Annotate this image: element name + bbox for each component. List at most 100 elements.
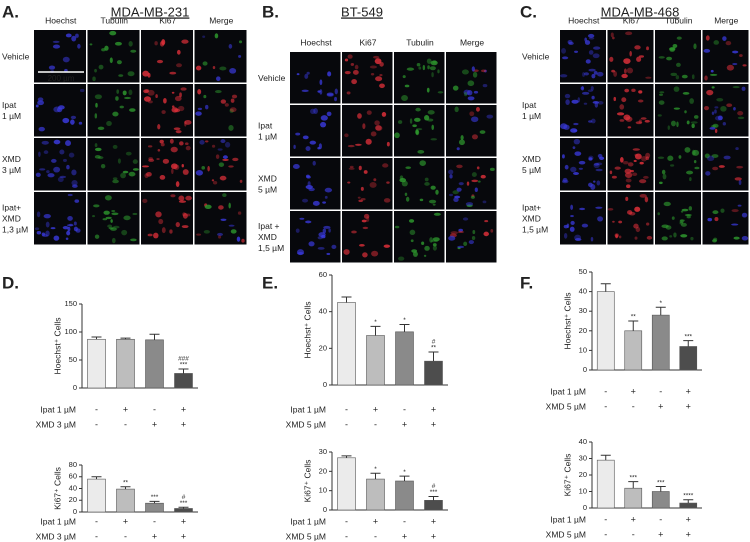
panel-title: BT-549: [341, 4, 383, 19]
cell: [437, 69, 440, 74]
cell: [148, 158, 155, 162]
error-bar: [178, 506, 189, 509]
cell: [483, 231, 489, 237]
cell: [195, 65, 202, 71]
cell: [450, 231, 458, 235]
error-bar: [655, 306, 666, 316]
significance: **: [431, 345, 437, 352]
cell: [739, 54, 743, 57]
cell: [292, 163, 300, 170]
cell: [646, 235, 653, 240]
cell: [644, 196, 649, 203]
cell: [379, 74, 383, 77]
cell: [681, 208, 689, 212]
cell: [102, 218, 108, 221]
cell: [334, 88, 338, 95]
cell: [52, 40, 60, 43]
cell: [202, 61, 208, 66]
cell: [111, 209, 116, 213]
cell: [452, 85, 459, 91]
cell: [35, 172, 41, 178]
condition-mark: +: [431, 419, 436, 429]
cell: [404, 84, 410, 88]
cell: [70, 119, 75, 125]
cell: [427, 118, 434, 122]
cell: [633, 159, 637, 162]
cell: [714, 128, 718, 134]
micrograph: [446, 158, 497, 210]
cell: [222, 155, 228, 159]
cell: [383, 244, 391, 248]
row-label: XMD: [2, 154, 21, 164]
cell: [731, 209, 739, 213]
cell: [301, 89, 309, 93]
cell: [632, 172, 638, 177]
cell: [414, 117, 421, 122]
cell: [37, 100, 45, 106]
significance: *: [374, 466, 377, 473]
cell: [171, 168, 174, 175]
cell: [733, 107, 736, 111]
cell: [241, 238, 245, 243]
cell: [110, 219, 113, 223]
cell: [570, 214, 574, 218]
y-tick-label: 10: [579, 345, 587, 354]
cell: [435, 189, 439, 195]
cell: [313, 108, 318, 114]
cell: [449, 174, 453, 179]
cell: [723, 155, 731, 160]
cell: [422, 64, 426, 71]
cell: [143, 96, 152, 102]
cell: [70, 115, 77, 120]
cell: [212, 180, 218, 185]
significance: #: [432, 483, 436, 490]
condition-mark: -: [374, 419, 377, 429]
cell: [479, 130, 486, 134]
cell: [565, 99, 570, 105]
cell: [467, 96, 475, 101]
micrograph: [394, 158, 445, 210]
cell: [673, 232, 677, 238]
error-bar: [683, 499, 694, 504]
cell: [713, 40, 720, 45]
significance: *: [403, 317, 406, 324]
cell: [220, 99, 227, 104]
cell: [182, 169, 189, 175]
cell: [75, 228, 81, 233]
micrograph: [394, 52, 445, 104]
cell: [228, 202, 231, 209]
cell: [669, 235, 673, 238]
cell: [361, 219, 367, 223]
cell: [570, 166, 577, 173]
cell: [725, 40, 732, 46]
cell: [156, 59, 164, 64]
cell: [57, 176, 64, 183]
cell: [92, 214, 95, 218]
cell: [218, 162, 225, 167]
cell: [711, 154, 719, 158]
cell: [402, 75, 406, 79]
condition-mark: +: [181, 404, 186, 414]
cell: [564, 164, 569, 170]
cell: [583, 102, 588, 105]
cell: [38, 126, 45, 132]
cell: [105, 216, 112, 220]
cell: [394, 225, 400, 229]
cell: [171, 107, 179, 113]
cell: [326, 111, 332, 117]
cell: [205, 104, 209, 110]
cell: [593, 71, 598, 75]
cell: [357, 196, 361, 199]
cell: [736, 165, 744, 169]
cell: [634, 206, 641, 212]
cell: [125, 151, 132, 156]
cell: [593, 163, 599, 166]
cell: [644, 119, 650, 123]
cell: [112, 144, 118, 149]
cell: [709, 127, 716, 130]
cell: [52, 44, 61, 49]
cell: [710, 124, 717, 128]
cell: [625, 178, 632, 183]
condition-mark: +: [402, 419, 407, 429]
y-tick-label: 0: [323, 380, 327, 389]
